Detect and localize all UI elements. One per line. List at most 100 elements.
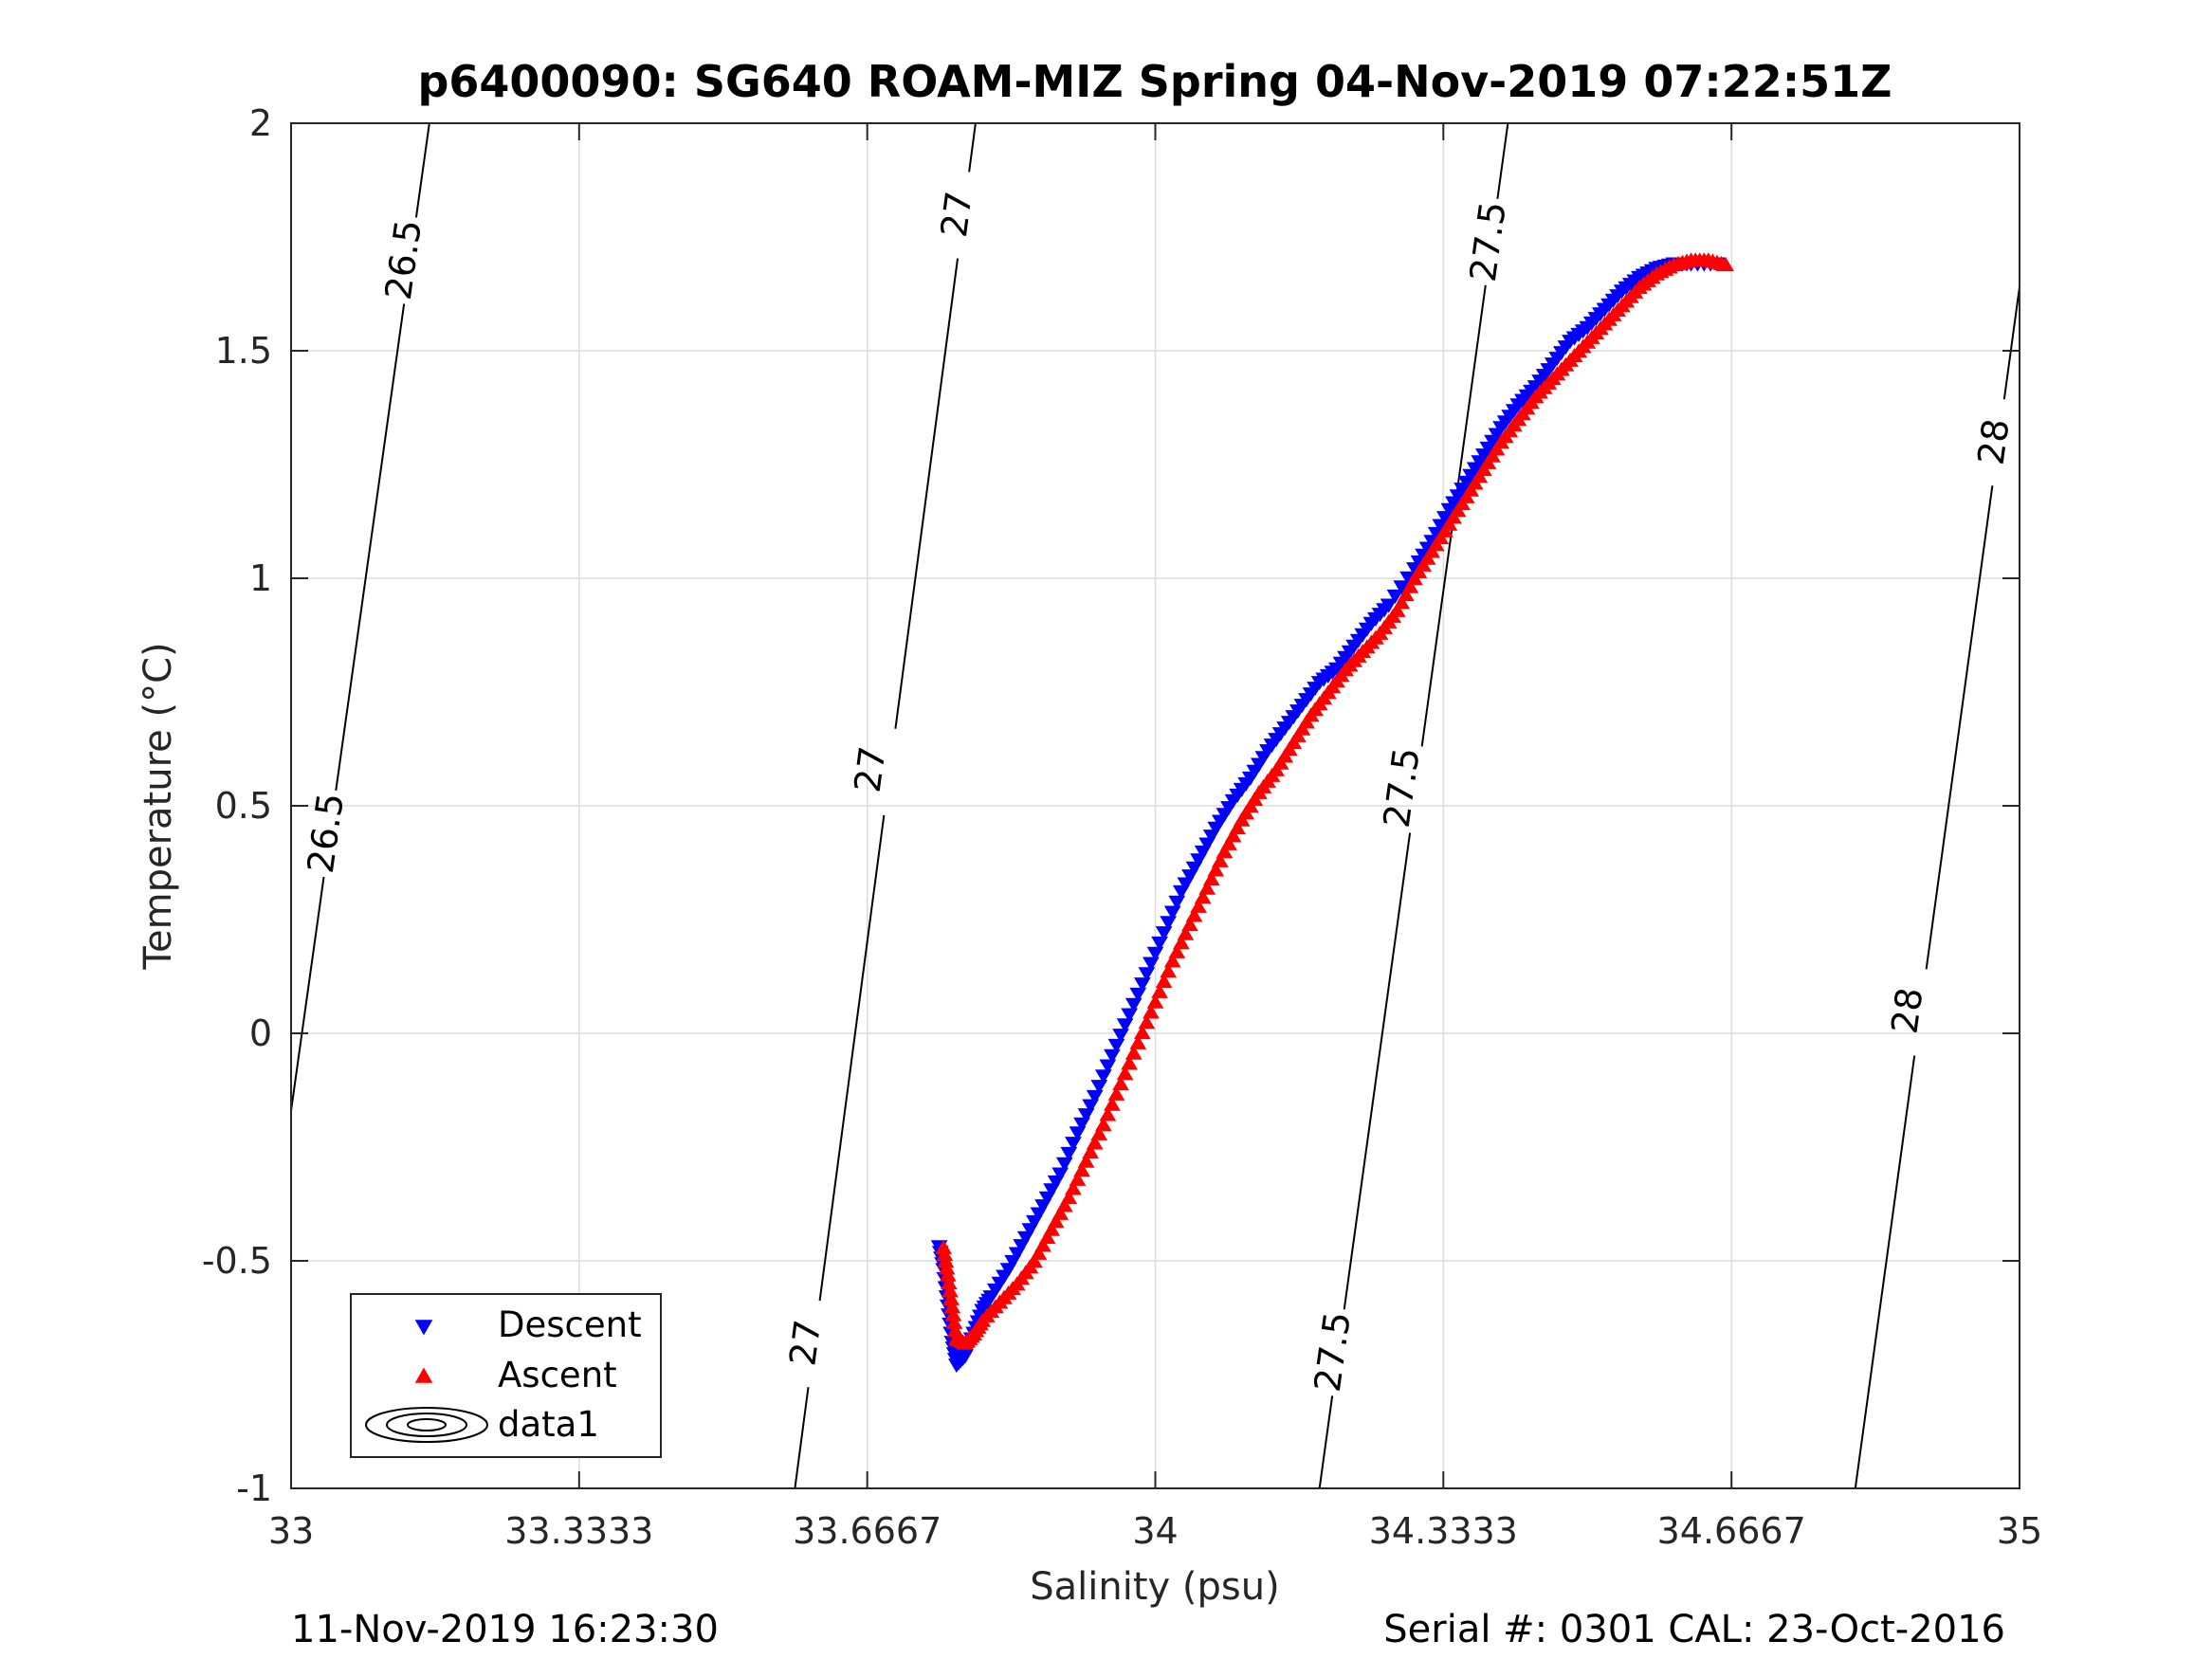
descent-point <box>1104 1048 1121 1064</box>
descent-point <box>1168 895 1186 910</box>
descent-point <box>1099 1059 1117 1074</box>
y-tick-label: 0 <box>249 1012 272 1054</box>
ascent-point <box>1124 1045 1143 1060</box>
descent-point <box>1004 1254 1021 1269</box>
ascent-point <box>1107 1085 1125 1101</box>
ascent-point <box>1138 1014 1156 1030</box>
ascent-point <box>1112 1076 1129 1091</box>
descent-point <box>1055 1157 1073 1172</box>
descent-point <box>1016 1231 1034 1246</box>
isopycnal-line <box>968 122 977 173</box>
ascent-point <box>1116 1066 1134 1081</box>
ascent-point <box>1163 953 1181 968</box>
descent-point <box>1151 936 1168 951</box>
descent-point <box>1107 1038 1125 1053</box>
x-tick-label: 33 <box>268 1510 314 1552</box>
ascent-point <box>946 1322 964 1338</box>
descent-point <box>1155 926 1173 941</box>
data-markers <box>930 252 1734 1374</box>
descent-point <box>1146 946 1164 961</box>
isopycnal-line <box>414 122 430 218</box>
descent-point <box>1069 1126 1087 1141</box>
isopycnal-line <box>1318 1395 1334 1489</box>
descent-point <box>1124 997 1143 1012</box>
ascent-point <box>1129 1034 1147 1049</box>
x-tick-label: 34.3333 <box>1369 1510 1518 1552</box>
legend: Descent Ascent data1 <box>350 1293 662 1458</box>
legend-ascent-marker <box>414 1367 433 1383</box>
legend-descent-marker <box>414 1320 433 1336</box>
descent-point <box>1026 1214 1043 1230</box>
descent-point <box>1198 837 1216 852</box>
ascent-point <box>1099 1106 1117 1121</box>
descent-point <box>1065 1137 1082 1152</box>
descent-point <box>1386 589 1404 604</box>
descent-point <box>1090 1080 1108 1095</box>
isopycnal-line <box>894 258 960 729</box>
descent-point <box>1190 853 1207 868</box>
descent-point <box>1051 1167 1069 1182</box>
x-tick-label: 34 <box>1132 1510 1178 1552</box>
isopycnal-label: 28 <box>1970 416 2018 467</box>
y-tick-label: 1.5 <box>215 330 272 372</box>
descent-point <box>1116 1018 1134 1033</box>
x-tick-label: 35 <box>1997 1510 2042 1552</box>
descent-point <box>1008 1247 1026 1262</box>
y-tick-label: 0.5 <box>215 785 272 827</box>
ascent-point <box>943 1299 961 1314</box>
legend-descent-label: Descent <box>498 1304 642 1345</box>
descent-point <box>1034 1199 1051 1214</box>
ascent-point <box>1133 1025 1151 1040</box>
ascent-point <box>942 1290 960 1305</box>
isopycnal-line <box>1925 485 1994 970</box>
descent-point <box>1138 967 1156 982</box>
descent-point <box>1207 821 1225 836</box>
isopycnal-line <box>794 1387 810 1489</box>
isopycnal-label: 27 <box>847 744 894 795</box>
chart-title: p6400090: SG640 ROAM-MIZ Spring 04-Nov-2… <box>417 56 1892 107</box>
isopycnal-label: 28 <box>1883 985 1930 1036</box>
descent-point <box>1021 1223 1039 1238</box>
descent-point <box>1077 1108 1095 1123</box>
descent-point <box>1163 905 1181 921</box>
isopycnal-line <box>1854 1055 1916 1489</box>
descent-point <box>1094 1069 1112 1085</box>
ascent-point <box>1160 963 1178 978</box>
y-tick-label: -0.5 <box>202 1240 272 1282</box>
ascent-point <box>945 1315 963 1330</box>
descent-point <box>1043 1183 1060 1198</box>
footer-serial-cal: Serial #: 0301 CAL: 23-Oct-2016 <box>1383 1608 2005 1651</box>
descent-point <box>1030 1207 1048 1222</box>
descent-point <box>1086 1089 1104 1104</box>
descent-point <box>1202 830 1220 845</box>
isopycnal-label: 27 <box>781 1318 829 1369</box>
descent-point <box>1185 861 1203 876</box>
y-tick-label: -1 <box>236 1468 272 1509</box>
descent-point <box>1177 877 1195 892</box>
ascent-point <box>1146 994 1164 1009</box>
x-tick-label: 33.6667 <box>793 1510 941 1552</box>
ascent-point <box>941 1283 959 1298</box>
ascent-point <box>944 1306 962 1322</box>
ascent-point <box>1121 1055 1139 1070</box>
isopycnal-line <box>1496 122 1509 199</box>
x-axis-label: Salinity (psu) <box>1030 1565 1279 1609</box>
legend-contour-label: data1 <box>498 1404 599 1445</box>
isopycnal-line <box>335 303 406 792</box>
descent-point <box>1082 1099 1100 1114</box>
descent-point <box>1112 1029 1129 1044</box>
isopycnal-label: 27 <box>933 189 980 240</box>
descent-point <box>1073 1117 1090 1132</box>
descent-point <box>1194 845 1212 860</box>
descent-point <box>1121 1008 1139 1023</box>
y-tick-label: 2 <box>249 102 272 144</box>
isopycnal-line <box>2002 286 2020 400</box>
legend-box <box>350 1293 662 1458</box>
isopycnal-line <box>290 876 325 1111</box>
ascent-point <box>1143 1004 1160 1019</box>
ascent-point <box>935 1239 953 1254</box>
descent-point <box>1060 1146 1078 1161</box>
y-tick-label: 1 <box>249 557 272 599</box>
descent-point <box>1172 884 1190 900</box>
